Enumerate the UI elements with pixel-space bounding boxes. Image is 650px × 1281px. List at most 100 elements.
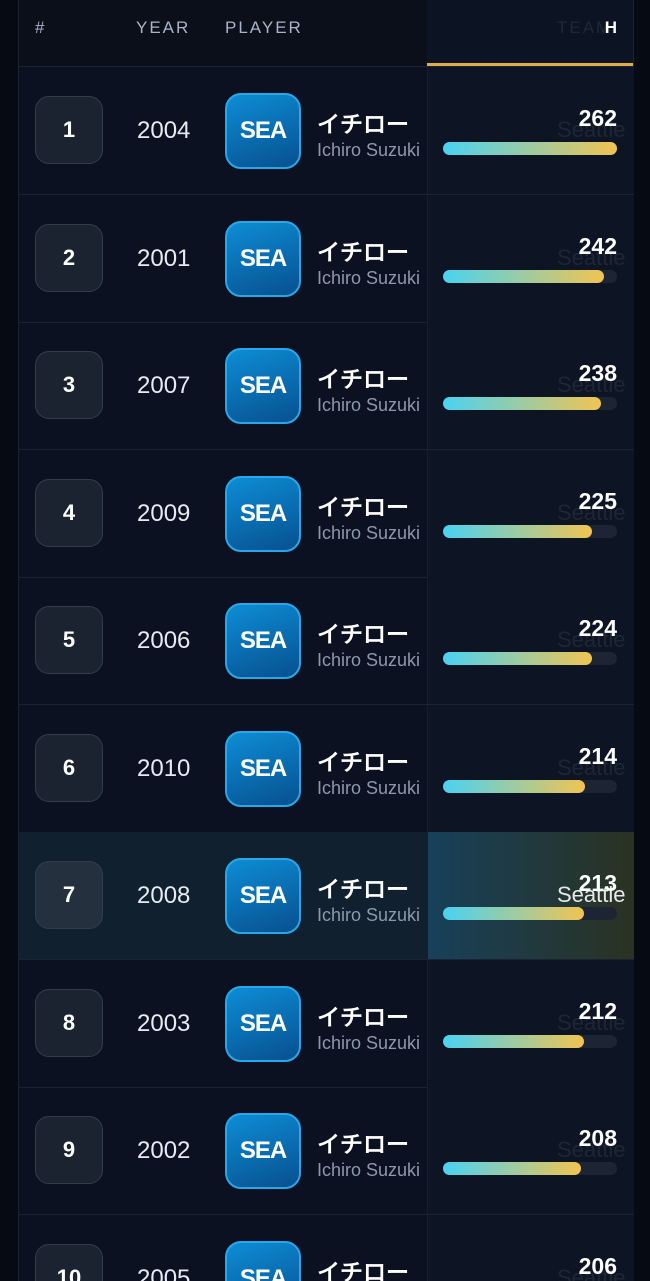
hits-bar xyxy=(443,1162,582,1175)
player-name-en: Ichiro Suzuki xyxy=(317,395,421,415)
hits-bar xyxy=(443,907,585,920)
rank-badge: 2 xyxy=(35,223,103,292)
team-name: Seattle xyxy=(557,1009,626,1035)
player-name: イチロー xyxy=(317,494,409,521)
team-badge: SEA xyxy=(225,603,301,679)
table-row[interactable]: 8 2003 SEA イチロー Ichiro Suzuki Seattle 212 xyxy=(19,959,634,1088)
team-name: Seattle xyxy=(557,117,626,142)
player-name-en: Ichiro Suzuki xyxy=(317,905,421,925)
team-name: Seattle xyxy=(557,372,626,397)
player-name-en: Ichiro Suzuki xyxy=(317,1032,421,1053)
player-name: イチロー xyxy=(317,622,409,648)
rank-badge: 8 xyxy=(35,988,103,1057)
column-header: # xyxy=(35,18,47,37)
hits-cell xyxy=(427,577,634,704)
hits-value: 242 xyxy=(578,232,617,259)
hits-value: 262 xyxy=(578,105,617,131)
hits-value: 212 xyxy=(578,997,617,1024)
player-name-en: Ichiro Suzuki xyxy=(317,650,421,670)
hits-value: 224 xyxy=(578,615,617,641)
hits-bar xyxy=(443,269,604,283)
rank-badge: 4 xyxy=(35,478,103,547)
team-badge: SEA xyxy=(225,93,301,169)
player-name: イチロー xyxy=(317,239,409,266)
table-header: # YEAR PLAYER TEAM H xyxy=(19,0,633,67)
hits-value: 206 xyxy=(578,1252,617,1279)
hits-cell xyxy=(427,322,634,449)
table-row[interactable]: 102005SEAイチローIchiro SuzukiSeattle206 xyxy=(19,1214,634,1281)
hits-bar xyxy=(443,652,592,665)
rank-badge: 10 xyxy=(35,1243,103,1281)
year: 2009 xyxy=(137,499,191,527)
table-row[interactable]: 6 2010 SEA イチロー Ichiro Suzuki Seattle 214 xyxy=(19,704,634,833)
player-name: イチロー xyxy=(317,877,409,903)
team-name: Seattle xyxy=(557,1264,626,1281)
bar-track xyxy=(443,1034,617,1048)
hits-value: 238 xyxy=(578,360,617,386)
player-name: イチロー xyxy=(317,1259,409,1281)
hits-value: 214 xyxy=(578,742,617,769)
bar-track xyxy=(443,779,617,793)
column-header[interactable]: TEAM xyxy=(557,18,613,37)
rank-badge: 6 xyxy=(35,733,103,802)
table-row[interactable]: 7 2008 SEA イチロー Ichiro Suzuki Seattle 213 xyxy=(19,832,634,960)
year: 2001 xyxy=(137,244,191,272)
team-badge: SEA xyxy=(225,220,301,297)
team-badge: SEA xyxy=(225,1240,301,1281)
player-name: イチロー xyxy=(317,1132,409,1158)
player-name: イチロー xyxy=(317,749,409,776)
team-name: Seattle xyxy=(557,627,626,652)
hits-cell xyxy=(427,1087,634,1214)
bar-track xyxy=(443,524,617,538)
year: 2003 xyxy=(137,1009,191,1037)
bar-track xyxy=(443,907,617,920)
hits-cell xyxy=(427,959,634,1087)
bar-track xyxy=(443,652,617,665)
column-header[interactable]: H xyxy=(604,18,617,37)
team-name: Seattle xyxy=(557,499,626,525)
player-name-en: Ichiro Suzuki xyxy=(317,777,421,798)
player-name-en: Ichiro Suzuki xyxy=(317,267,421,288)
table-row[interactable]: 5 2006 SEA イチロー Ichiro Suzuki Seattle 224 xyxy=(19,577,634,705)
team-badge: SEA xyxy=(225,1113,301,1189)
bar-track xyxy=(443,1162,617,1175)
year: 2007 xyxy=(137,372,191,399)
team-badge: SEA xyxy=(225,475,301,552)
hits-cell xyxy=(427,1214,634,1281)
team-name: Seattle xyxy=(557,244,626,270)
rank-badge: 1 xyxy=(35,96,103,164)
table-row[interactable]: 4 2009 SEA イチロー Ichiro Suzuki Seattle 225 xyxy=(19,449,634,578)
hits-bar xyxy=(443,142,617,155)
hits-cell xyxy=(427,832,634,959)
hits-cell xyxy=(427,704,634,832)
hits-bar xyxy=(443,524,593,538)
bar-track xyxy=(443,142,617,155)
year: 2005 xyxy=(137,1264,191,1281)
team-badge: SEA xyxy=(225,348,301,424)
year: 2004 xyxy=(137,117,191,144)
team-badge: SEA xyxy=(225,858,301,934)
team-badge: SEA xyxy=(225,985,301,1062)
year: 2008 xyxy=(137,882,191,909)
sorted-column-header[interactable] xyxy=(427,0,633,66)
table-row[interactable]: 2 2001 SEA イチロー Ichiro Suzuki Seattle 242 xyxy=(19,194,634,323)
hits-value: 208 xyxy=(578,1125,617,1151)
player-name-en: Ichiro Suzuki xyxy=(317,140,421,160)
table-row[interactable]: 1 2004 SEA イチロー Ichiro Suzuki Seattle 262 xyxy=(19,67,634,195)
year: 2002 xyxy=(137,1137,191,1164)
hits-value: 225 xyxy=(578,487,617,514)
team-name: Seattle xyxy=(557,882,626,907)
column-header[interactable]: PLAYER xyxy=(225,18,303,37)
hits-value: 213 xyxy=(578,870,617,896)
hits-cell xyxy=(427,194,634,322)
year: 2010 xyxy=(137,754,191,782)
table-row[interactable]: 3 2007 SEA イチロー Ichiro Suzuki Seattle 238 xyxy=(19,322,634,450)
hits-bar xyxy=(443,779,586,793)
team-name: Seattle xyxy=(557,1137,626,1162)
column-header[interactable]: YEAR xyxy=(136,18,191,37)
player-name-en: Ichiro Suzuki xyxy=(317,1160,421,1180)
bar-track xyxy=(443,397,617,410)
player-name: イチロー xyxy=(317,1004,409,1031)
table-row[interactable]: 9 2002 SEA イチロー Ichiro Suzuki Seattle 208 xyxy=(19,1087,634,1215)
